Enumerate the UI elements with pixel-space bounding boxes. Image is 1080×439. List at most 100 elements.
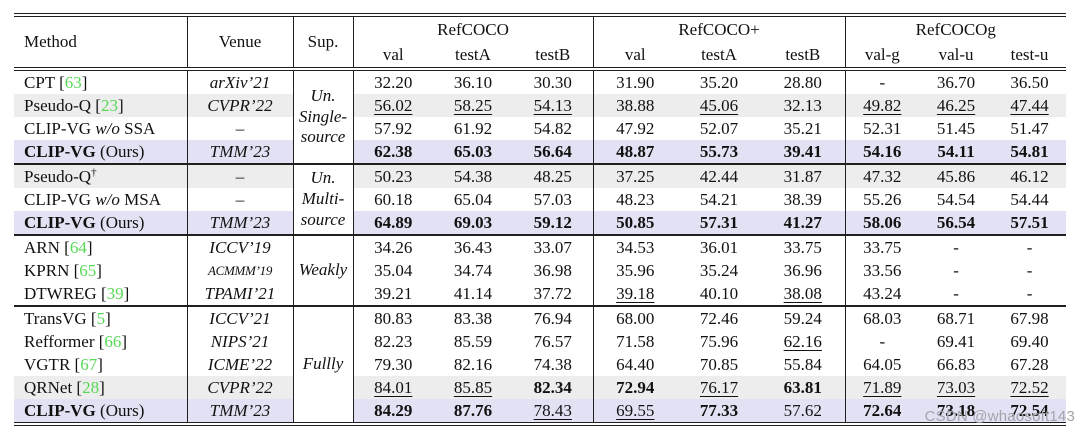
subcol-refcoco-testa: testA [455, 44, 491, 64]
value-cell: 51.47 [1010, 118, 1049, 138]
value-cell: 52.31 [863, 118, 902, 138]
citation-number: 63 [64, 72, 82, 92]
value-cell: 55.26 [863, 189, 902, 209]
value-cell: 57.62 [761, 399, 846, 424]
citation-number: 28 [82, 377, 100, 397]
value-cell: 57.92 [374, 118, 413, 138]
value-cell: - [953, 260, 959, 280]
table-row: VGTR [67] ICME’22 79.30 82.16 74.38 64.40 70.8… [14, 353, 1066, 376]
group-header-refcoco: RefCOCO [353, 15, 594, 42]
value-cell: 31.90 [616, 72, 655, 92]
value-cell: 49.82 [845, 94, 920, 117]
value-cell: 36.01 [699, 237, 739, 257]
subcol-refcocoplus-testa: testA [701, 44, 737, 64]
supervision-cell: Fullly [293, 306, 354, 424]
value-cell: 30.30 [513, 69, 594, 94]
value-cell: 34.26 [374, 237, 413, 257]
value-cell: 38.88 [593, 94, 678, 117]
subcol-refcoco-testb: testB [513, 42, 594, 69]
method-cell: KPRN [65] [14, 259, 188, 282]
venue-cell: TPAMI’21 [187, 282, 294, 306]
value-cell: 54.21 [699, 189, 739, 209]
value-cell: 55.84 [761, 353, 846, 376]
table-row: Pseudo-Q [23] CVPR’22 56.02 58.25 54.13 38.88… [14, 94, 1067, 117]
value-cell: 39.18 [616, 283, 655, 303]
value-cell: 68.00 [616, 308, 655, 328]
citation-number: 23 [100, 95, 118, 115]
value-cell: 42.44 [677, 164, 762, 188]
venue-cell: – [187, 188, 294, 211]
value-cell: 64.40 [616, 354, 655, 374]
value-cell: 35.20 [699, 72, 739, 92]
venue-cell: ICME’22 [187, 353, 294, 376]
value-cell: 54.44 [1010, 189, 1049, 209]
value-cell: 55.73 [677, 140, 762, 164]
value-cell: 35.24 [699, 260, 739, 280]
method-cell: TransVG [5] [14, 306, 188, 330]
value-cell: 41.27 [761, 211, 846, 235]
subcol-refcocoplus-val: val [624, 44, 646, 64]
value-cell: 66.83 [936, 354, 976, 374]
method-cell: QRNet [28] [14, 376, 188, 399]
table-row: CLIP-VG w/o SSA – 57.92 61.92 54.82 47.92 52.0… [14, 117, 1066, 140]
value-cell: 80.83 [374, 308, 413, 328]
supervision-cell: Un. Single-source [293, 69, 354, 164]
value-cell: 33.56 [863, 260, 902, 280]
value-cell: 76.57 [513, 330, 594, 353]
value-cell: 64.05 [863, 354, 902, 374]
value-cell: 41.14 [453, 283, 493, 303]
value-cell: 50.23 [353, 164, 433, 188]
value-cell: 61.92 [453, 118, 493, 138]
value-cell: 63.81 [761, 376, 846, 399]
venue-cell: – [187, 164, 294, 188]
method-cell: CLIP-VG w/o SSA [14, 117, 188, 140]
value-cell: 34.74 [453, 260, 493, 280]
value-cell: 82.16 [453, 354, 493, 374]
subcol-refcoco-val: val [382, 44, 404, 64]
value-cell: 56.02 [353, 94, 433, 117]
supervision-cell: Un. Multi-source [293, 164, 354, 235]
value-cell: 47.32 [845, 164, 920, 188]
value-cell: 76.94 [513, 306, 594, 330]
value-cell: 69.40 [1010, 331, 1049, 351]
value-cell: 69.41 [936, 331, 976, 351]
value-cell: 57.03 [513, 188, 594, 211]
value-cell: 72.64 [845, 399, 920, 424]
table-row: KPRN [65] ACMMM’19 35.04 34.74 36.98 35.96 35.… [14, 259, 1066, 282]
value-cell: 85.85 [433, 376, 513, 399]
method-cell: CLIP-VG (Ours) [14, 399, 188, 424]
value-cell: 75.96 [699, 331, 739, 351]
value-cell: - [1026, 237, 1033, 257]
value-cell: 79.30 [374, 354, 413, 374]
results-table: Method Venue Sup. RefCOCO RefCOCO+ RefCO… [14, 13, 1067, 426]
value-cell: 68.03 [863, 308, 902, 328]
value-cell: 32.20 [374, 72, 413, 92]
table-row: Refformer [66] NIPS’21 82.23 85.59 76.57 71.5… [14, 330, 1066, 353]
citation-number: 65 [79, 260, 97, 280]
value-cell: 69.03 [433, 211, 513, 235]
value-cell: 48.23 [616, 189, 655, 209]
value-cell: 54.54 [936, 189, 976, 209]
venue-cell: ACMMM’19 [187, 259, 294, 282]
value-cell: 84.01 [353, 376, 433, 399]
citation-number: 64 [69, 237, 87, 257]
value-cell: 50.85 [593, 211, 678, 235]
value-cell: 65.03 [433, 140, 513, 164]
value-cell: 40.10 [699, 283, 739, 303]
value-cell: 31.87 [761, 164, 846, 188]
value-cell: 32.13 [761, 94, 846, 117]
method-cell: VGTR [67] [14, 353, 188, 376]
value-cell: 67.28 [1010, 354, 1049, 374]
value-cell: 82.23 [374, 331, 413, 351]
value-cell: 54.13 [513, 94, 594, 117]
table-row: DTWREG [39] TPAMI’21 39.21 41.14 37.72 39.18 4… [14, 282, 1066, 306]
value-cell: 35.96 [616, 260, 655, 280]
method-cell: DTWREG [39] [14, 282, 188, 306]
value-cell: 54.81 [993, 140, 1067, 164]
value-cell: 82.34 [513, 376, 594, 399]
table-row: QRNet [28] CVPR’22 84.01 85.85 82.34 72.94 76.… [14, 376, 1067, 399]
table-row: ARN [64] ICCV’19 Weakly 34.26 36.43 33.07 34.5… [14, 235, 1066, 306]
value-cell: 37.25 [593, 164, 678, 188]
venue-cell: ICCV’21 [187, 306, 294, 330]
subcol-refcocog-valu: val-u [938, 44, 974, 64]
